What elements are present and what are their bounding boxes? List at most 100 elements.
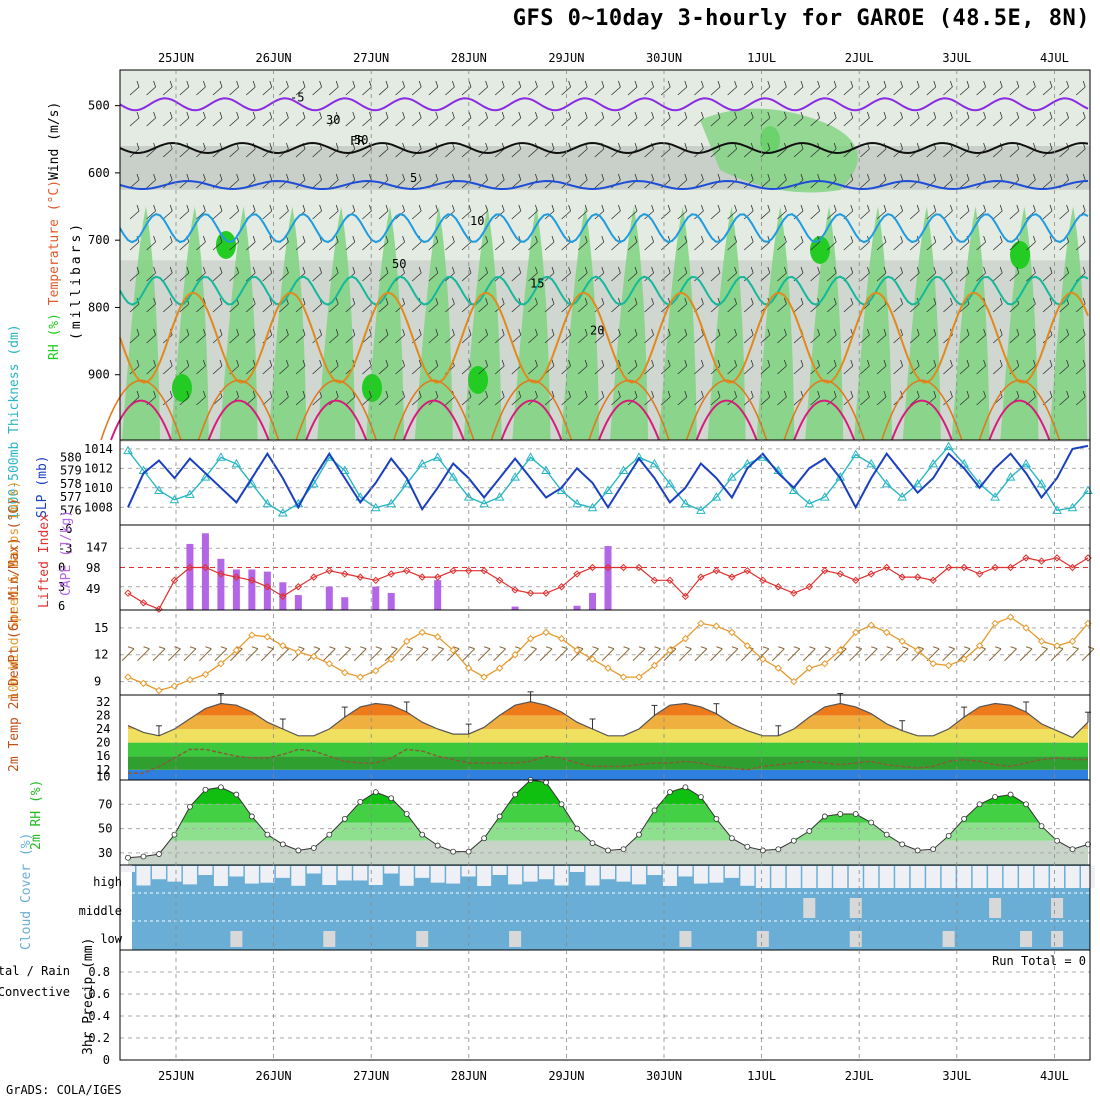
wind-barb bbox=[860, 266, 870, 282]
rh-point bbox=[698, 794, 704, 800]
lifted-index-point bbox=[217, 570, 225, 578]
rh-point bbox=[961, 815, 968, 822]
wind-barb bbox=[411, 359, 422, 375]
cloud-high-block bbox=[1034, 866, 1049, 888]
cloud-high-block bbox=[508, 866, 523, 885]
rh-point bbox=[883, 831, 890, 838]
wind-speed-point bbox=[372, 667, 380, 675]
wind-tick-label: 9 bbox=[94, 675, 101, 689]
wind-barb bbox=[893, 142, 903, 158]
wind-barb bbox=[694, 235, 704, 251]
wind-barb-10m bbox=[446, 646, 460, 662]
thickness-point bbox=[1005, 472, 1016, 481]
wind-barb-10m bbox=[725, 646, 739, 662]
wind-barb bbox=[926, 173, 937, 189]
wind-speed-point bbox=[573, 646, 581, 654]
wind-barb bbox=[660, 328, 671, 344]
wind-barb bbox=[395, 297, 405, 313]
wind-barb bbox=[694, 111, 704, 127]
wind-barb-10m bbox=[601, 646, 615, 662]
wind-barb bbox=[976, 328, 986, 344]
cloud-middle-block bbox=[1051, 898, 1064, 918]
wind-barb bbox=[743, 235, 754, 251]
wind-barb-10m bbox=[787, 646, 801, 662]
wind-barb bbox=[445, 235, 455, 251]
wind-barb bbox=[611, 80, 621, 96]
cape-bar bbox=[604, 546, 612, 610]
rh-point bbox=[1069, 846, 1076, 853]
wind-barb bbox=[179, 204, 190, 220]
wind-barb bbox=[179, 359, 190, 375]
wind-barb-10m bbox=[183, 646, 197, 662]
wind-barb bbox=[943, 266, 953, 282]
wind-barb bbox=[644, 142, 654, 158]
rh-point bbox=[481, 835, 488, 842]
rh-point bbox=[636, 831, 642, 838]
thickness-point bbox=[866, 458, 877, 468]
wind-barb bbox=[893, 235, 903, 251]
thickness-point bbox=[216, 452, 226, 461]
thickness-point bbox=[881, 478, 892, 488]
wind-barb bbox=[1075, 235, 1086, 251]
wind-barb bbox=[129, 111, 140, 127]
wind-barb bbox=[328, 173, 339, 189]
temp-tick-label: 24 bbox=[96, 722, 110, 736]
lifted-index-point bbox=[929, 576, 937, 585]
wind-barb bbox=[943, 297, 953, 313]
wind-barb bbox=[710, 266, 721, 282]
wind-barb bbox=[627, 204, 638, 220]
wind-barb bbox=[677, 266, 688, 282]
wind-barb bbox=[179, 80, 190, 96]
rh-point bbox=[574, 825, 580, 832]
wind-barb bbox=[727, 266, 737, 282]
thickness-point bbox=[696, 505, 706, 514]
cloud-high-block bbox=[848, 866, 863, 888]
wind-barb-10m bbox=[942, 646, 955, 662]
lifted-index-point bbox=[650, 576, 659, 585]
cloud-high-block bbox=[446, 866, 461, 884]
date-label-top: 30JUN bbox=[646, 51, 682, 65]
thickness-point bbox=[711, 492, 722, 501]
wind-barb bbox=[196, 359, 206, 375]
thickness-point bbox=[943, 441, 954, 451]
wind-barb bbox=[312, 359, 322, 375]
lifted-index-point bbox=[325, 567, 333, 575]
wind-speed-point bbox=[511, 651, 519, 659]
lifted-index-point bbox=[464, 567, 473, 575]
wind-barb bbox=[926, 235, 937, 251]
wind-barb bbox=[644, 390, 654, 406]
thickness-point bbox=[510, 472, 520, 481]
wind-barb bbox=[611, 142, 621, 158]
wind-barb bbox=[777, 297, 787, 313]
rh-point bbox=[605, 847, 611, 854]
wind-barb-10m bbox=[245, 646, 259, 662]
wind-speed-point bbox=[526, 634, 535, 643]
cloud-low-block bbox=[1051, 931, 1064, 947]
wind-barb bbox=[561, 328, 571, 344]
wind-barb bbox=[710, 80, 721, 96]
wind-barb bbox=[411, 266, 422, 282]
wind-barb bbox=[229, 328, 239, 344]
wind-barb bbox=[362, 390, 372, 406]
thickness-point bbox=[169, 494, 180, 504]
lifted-index-point bbox=[712, 567, 721, 575]
date-label-bottom: 29JUN bbox=[548, 1069, 584, 1083]
wind-speed-point bbox=[1006, 613, 1015, 621]
wind-barb-10m bbox=[431, 646, 445, 662]
thickness-point bbox=[448, 472, 459, 481]
wind-barb bbox=[644, 266, 654, 282]
rh-plume bbox=[902, 206, 941, 440]
wind-barb bbox=[494, 111, 505, 127]
wind-barb bbox=[992, 328, 1003, 344]
wind-barb bbox=[611, 266, 621, 282]
cloud-high-block bbox=[755, 866, 770, 888]
wind-barb bbox=[992, 204, 1003, 220]
thickness-point bbox=[200, 472, 211, 481]
wind-barb bbox=[677, 173, 688, 189]
cloud-high-block bbox=[771, 866, 786, 888]
lifted-index-point bbox=[526, 589, 535, 597]
wind-barb bbox=[743, 111, 754, 127]
wind-barb bbox=[760, 359, 771, 375]
lifted-index-point bbox=[139, 599, 148, 607]
cloud-high-block bbox=[121, 866, 135, 872]
